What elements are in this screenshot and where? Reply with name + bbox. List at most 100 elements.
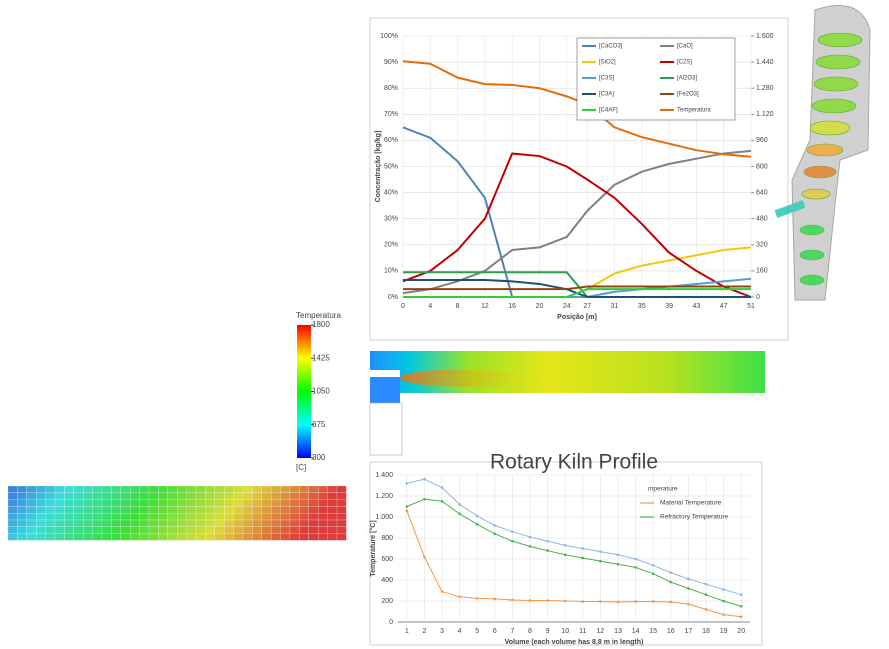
heatmap-cell (224, 485, 234, 493)
heatmap-cell (54, 519, 65, 527)
heatmap-cell (205, 513, 215, 521)
heatmap-cell (252, 533, 262, 541)
y2-tick-label: 1.600 (756, 33, 774, 40)
heatmap-cell (26, 533, 37, 541)
heatmap-cell (130, 526, 140, 534)
heatmap-cell (336, 513, 347, 521)
x-tick-label: 20 (536, 303, 544, 310)
point (475, 523, 479, 526)
heatmap-cell (252, 492, 262, 500)
heatmap-cell (280, 513, 291, 521)
heatmap-cell (177, 485, 187, 493)
heatmap-cell (73, 533, 84, 541)
heatmap-cell (224, 533, 234, 541)
heatmap-cell (233, 506, 244, 514)
heatmap-cell (205, 492, 215, 500)
heatmap-cell (318, 533, 328, 541)
heatmap-cell (101, 485, 112, 493)
heatmap-cell (195, 506, 206, 514)
heatmap-cell (73, 499, 84, 507)
heatmap-cell (36, 513, 46, 521)
x-tick-label: 35 (638, 303, 646, 310)
heatmap-cell (224, 506, 234, 514)
y2-tick-label: 160 (756, 268, 768, 275)
heatmap-cell (101, 526, 112, 534)
x-tick-label: 47 (720, 303, 728, 310)
heatmap-cell (64, 499, 74, 507)
x-tick-label: 9 (546, 628, 550, 635)
heatmap-cell (195, 492, 206, 500)
point (739, 593, 743, 596)
heatmap-cell (289, 526, 300, 534)
heatmap-cell (101, 506, 112, 514)
heatmap-cell (205, 526, 215, 534)
heatmap-cell (120, 499, 131, 507)
heatmap-cell (327, 492, 338, 500)
heatmap-cell (271, 499, 281, 507)
point (440, 590, 444, 593)
heatmap-cell (17, 499, 27, 507)
heatmap-cell (36, 492, 46, 500)
heatmap-cell (36, 485, 46, 493)
heatmap-cell (336, 506, 347, 514)
point (475, 514, 479, 518)
heatmap-cell (177, 526, 187, 534)
heatmap-cell (289, 499, 300, 507)
heatmap-cell (318, 513, 328, 521)
heatmap-cell (148, 485, 159, 493)
heatmap-cell (289, 492, 300, 500)
legend-label: [C4AF] (599, 108, 618, 114)
y-tick-label: 90% (384, 59, 398, 66)
point (687, 602, 690, 606)
x-tick-label: 6 (493, 628, 497, 635)
heatmap-cell (252, 485, 262, 493)
heatmap-cell (17, 533, 27, 541)
heatmap-cell (26, 499, 37, 507)
heatmap-cell (327, 499, 338, 507)
point (739, 615, 743, 619)
heatmap-cell (336, 519, 347, 527)
heatmap-cell (45, 533, 56, 541)
heatmap-cell (120, 519, 131, 527)
heatmap-cell (120, 492, 131, 500)
heatmap-cell (73, 526, 84, 534)
heatmap-cell (242, 485, 253, 493)
legend-label: [Fe2O3] (677, 92, 699, 98)
heatmap-cell (130, 499, 140, 507)
x-tick-label: 43 (693, 303, 701, 310)
y2-tick-label: 320 (756, 242, 768, 249)
heatmap-cell (139, 519, 150, 527)
heatmap-cell (130, 533, 140, 541)
heatmap-cell (271, 513, 281, 521)
heatmap-cell (92, 526, 103, 534)
point (634, 566, 637, 569)
heatmap-cell (139, 499, 150, 507)
heatmap-cell (83, 519, 93, 527)
point (581, 600, 585, 603)
heatmap-cell (167, 519, 178, 527)
legend-label: [CaO] (677, 44, 693, 50)
heatmap-cell (92, 492, 103, 500)
heatmap-cell (139, 513, 150, 521)
heatmap-cell (289, 485, 300, 493)
heatmap-cell (158, 492, 168, 500)
heatmap-cell (101, 499, 112, 507)
heatmap-cell (242, 533, 253, 541)
y-axis-label: Concentração [kg/kg] (375, 131, 382, 203)
colorbar-tick-label: 300 (312, 453, 326, 462)
y-tick-label: 100% (380, 33, 398, 40)
heatmap-cell (139, 526, 150, 534)
heatmap-cell (224, 519, 234, 527)
heatmap-cell (327, 526, 338, 534)
heatmap-cell (139, 506, 150, 514)
heatmap-cell (26, 513, 37, 521)
heatmap-cell (73, 513, 84, 521)
legend-label: [CaCO3] (599, 44, 623, 50)
legend-label: [C3A] (599, 92, 614, 98)
heatmap-cell (7, 513, 18, 521)
heatmap-cell (158, 513, 168, 521)
heatmap-cell (177, 519, 187, 527)
heatmap-cell (261, 492, 272, 500)
heatmap-cell (7, 519, 18, 527)
x-tick-label: 24 (563, 303, 571, 310)
